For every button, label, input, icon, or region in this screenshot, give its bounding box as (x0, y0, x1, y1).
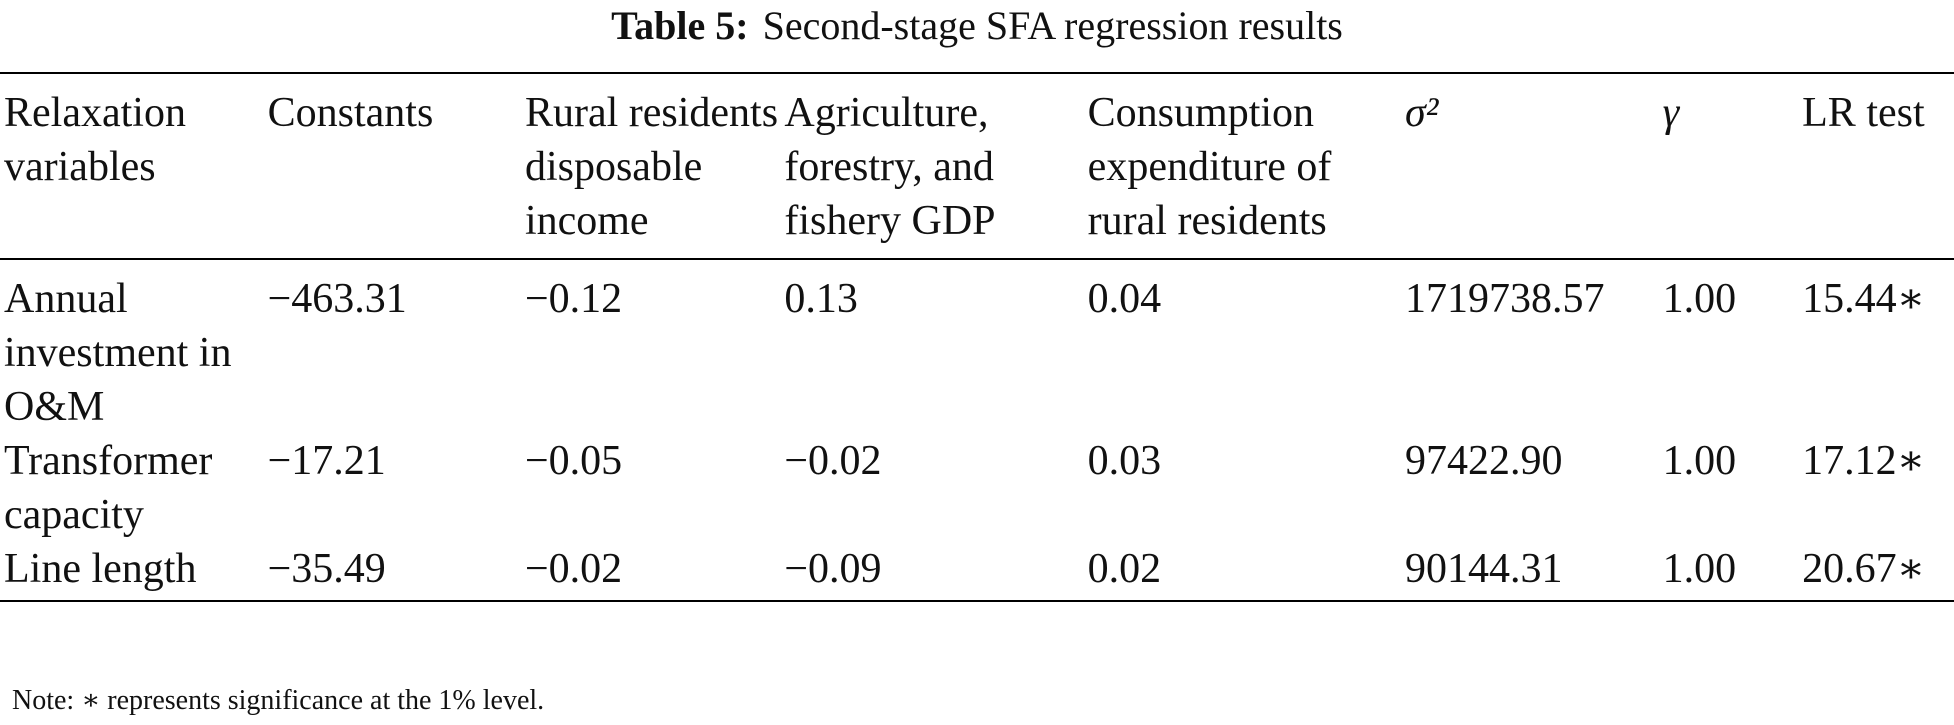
cell-gamma: 1.00 (1662, 276, 1737, 322)
cell-sigma-squared: 97422.90 (1405, 438, 1563, 484)
cell-rural-income: −0.02 (524, 546, 623, 592)
cell-constants: −463.31 (267, 276, 407, 322)
cell-agri-gdp: −0.02 (784, 438, 882, 484)
table-caption: Table 5: Second-stage SFA regression resu… (0, 2, 1954, 50)
cell-gamma: 1.00 (1662, 546, 1737, 592)
table-row: Transformer capacity −17.21 −0.05 −0.02 … (0, 434, 1954, 542)
cell-sigma-squared: 1719738.57 (1405, 276, 1605, 322)
header-rural-disposable-income: Rural residents disposable income (524, 90, 779, 244)
cell-lr-test: 15.44∗ (1802, 276, 1926, 322)
regression-results-table: Relaxation variables Constants Rural res… (0, 72, 1954, 602)
cell-consumption: 0.02 (1087, 546, 1162, 592)
table-note: Note: ∗ represents significance at the 1… (12, 685, 545, 716)
header-gamma: γ (1662, 90, 1680, 136)
table-caption-text: Second-stage SFA regression results (762, 3, 1343, 48)
cell-agri-gdp: 0.13 (784, 276, 858, 322)
cell-lr-test: 17.12∗ (1802, 438, 1926, 484)
header-consumption-expenditure: Consumption expenditure of rural residen… (1087, 90, 1332, 244)
table-row: Line length −35.49 −0.02 −0.09 0.02 9014… (0, 542, 1954, 601)
cell-constants: −35.49 (267, 546, 386, 592)
cell-constants: −17.21 (267, 438, 386, 484)
cell-gamma: 1.00 (1662, 438, 1737, 484)
table-row: Annual investment in O&M −463.31 −0.12 0… (0, 259, 1954, 434)
row-label: Annual investment in O&M (4, 276, 232, 430)
cell-consumption: 0.03 (1087, 438, 1162, 484)
header-sigma-squared: σ² (1405, 90, 1439, 136)
row-label: Transformer capacity (4, 438, 213, 538)
cell-rural-income: −0.12 (524, 276, 623, 322)
cell-agri-gdp: −0.09 (784, 546, 882, 592)
cell-lr-test: 20.67∗ (1802, 546, 1926, 592)
cell-sigma-squared: 90144.31 (1405, 546, 1563, 592)
table-caption-label: Table 5: (611, 3, 749, 48)
header-lr-test: LR test (1802, 90, 1925, 136)
header-relaxation-variables: Relaxation variables (4, 90, 186, 190)
table-header-row: Relaxation variables Constants Rural res… (0, 73, 1954, 259)
header-constants: Constants (267, 90, 434, 136)
header-agri-forestry-fishery-gdp: Agriculture, forestry, and fishery GDP (784, 90, 996, 244)
row-label: Line length (4, 546, 197, 592)
cell-consumption: 0.04 (1087, 276, 1162, 322)
cell-rural-income: −0.05 (524, 438, 623, 484)
